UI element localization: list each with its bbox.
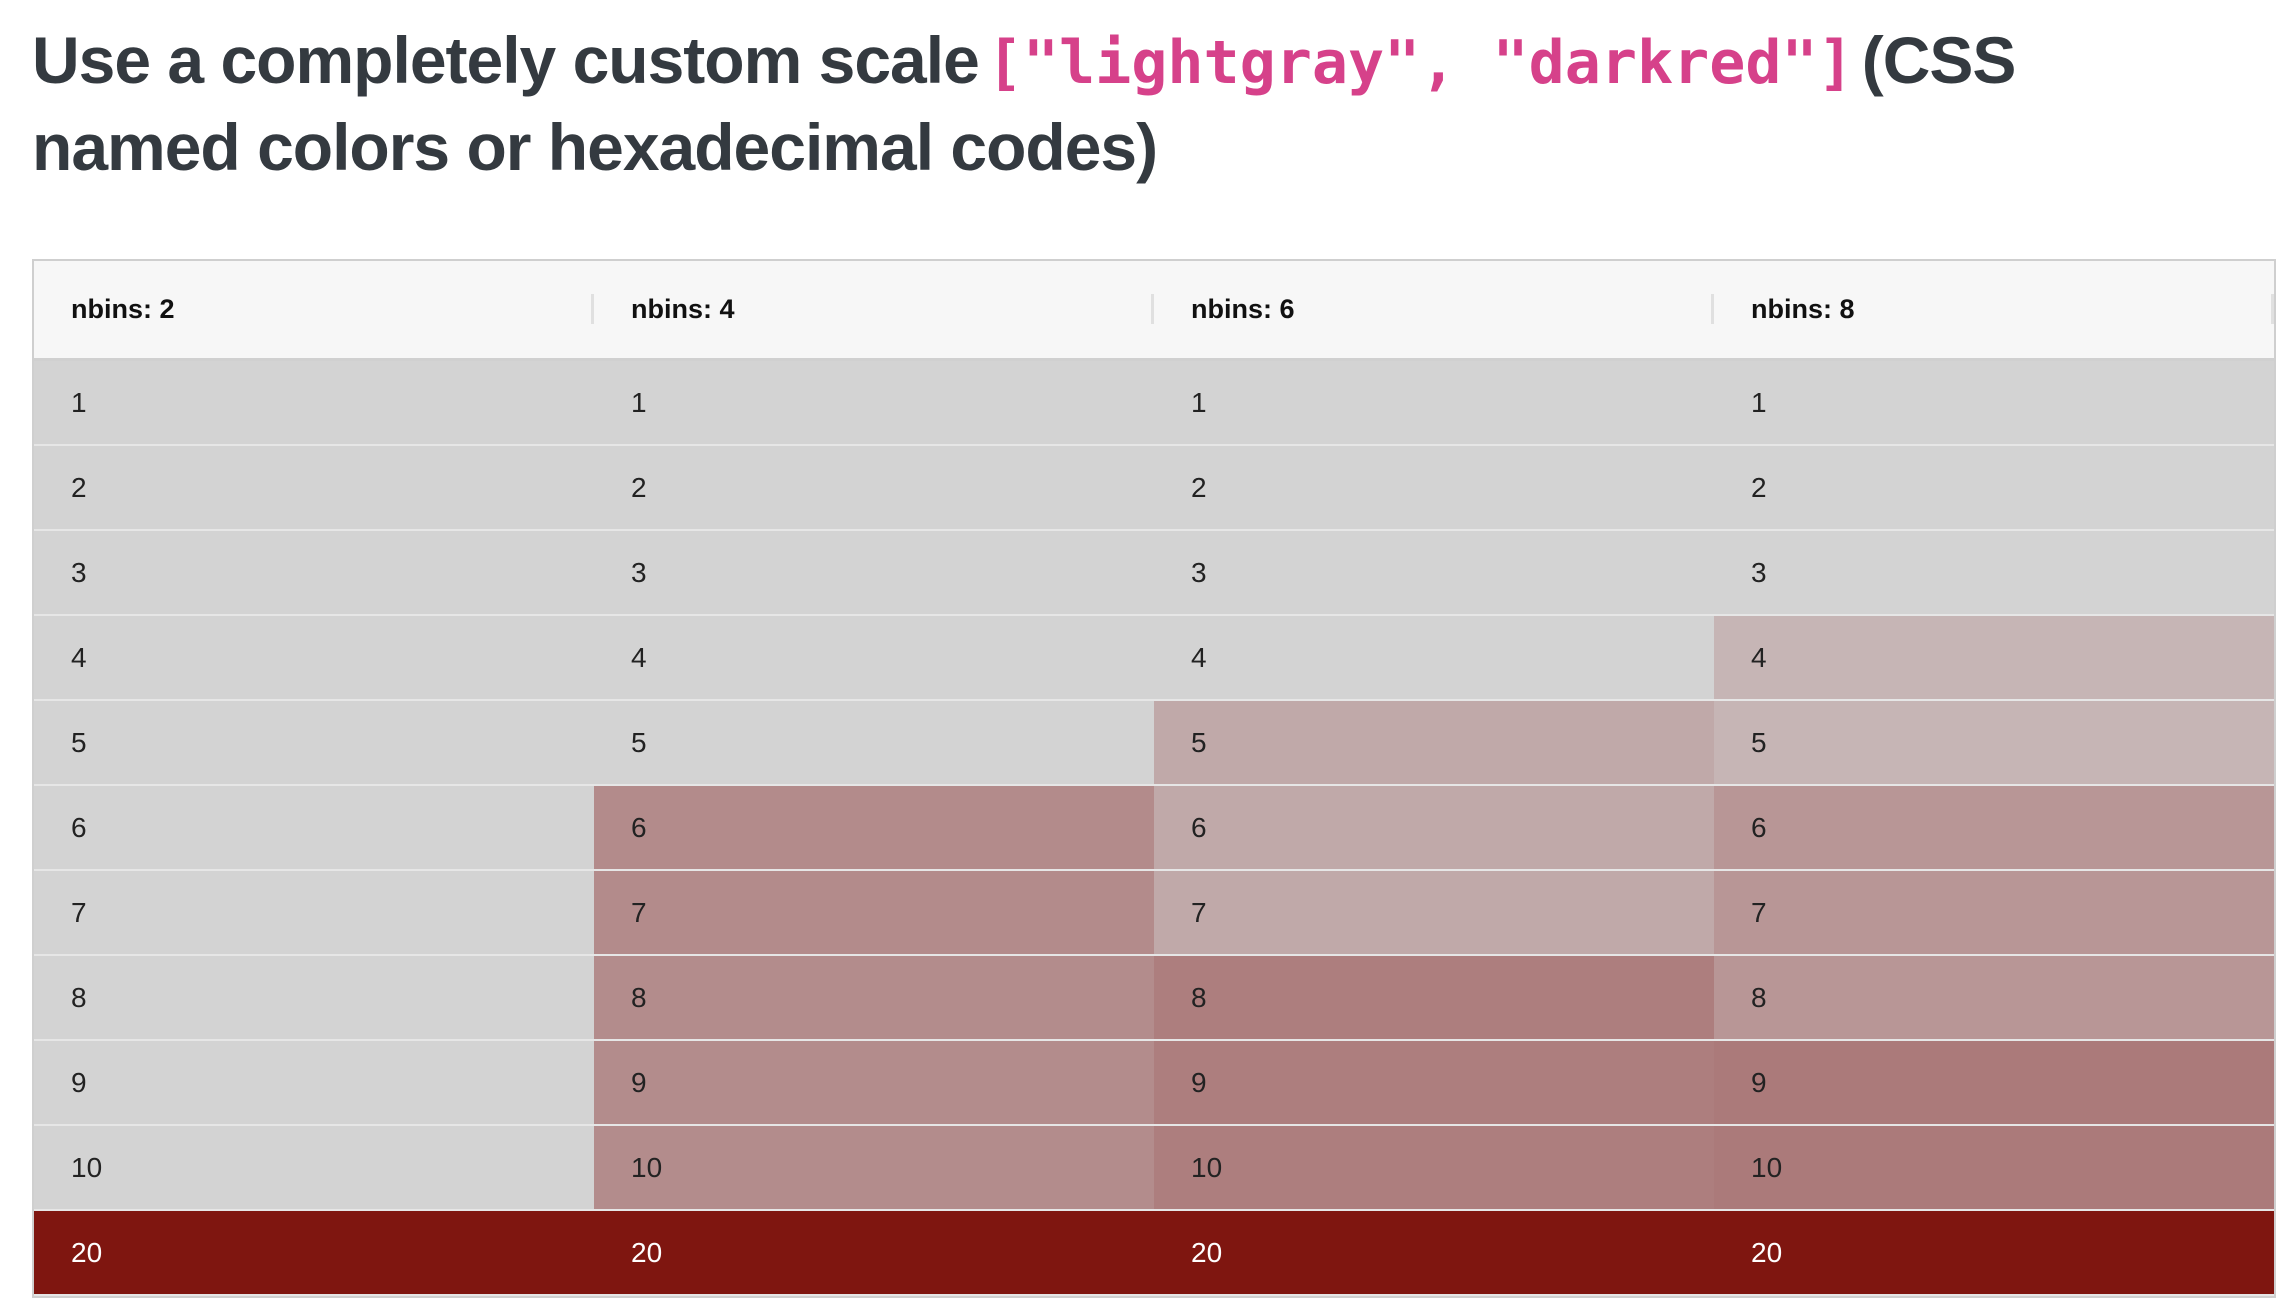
table-cell: 3 bbox=[1154, 530, 1714, 616]
table-cell: 2 bbox=[1714, 445, 2274, 531]
header-row: nbins: 2 nbins: 4 nbins: 6 nbins: 8 bbox=[34, 261, 2274, 361]
table-cell: 5 bbox=[34, 700, 594, 786]
column-header: nbins: 8 bbox=[1714, 261, 2274, 361]
table-cell: 10 bbox=[594, 1125, 1154, 1211]
table-cell: 9 bbox=[1714, 1040, 2274, 1126]
table-cell: 1 bbox=[1714, 359, 2274, 446]
table-cell: 1 bbox=[594, 359, 1154, 446]
table-cell: 10 bbox=[1714, 1125, 2274, 1211]
table-cell: 4 bbox=[1714, 615, 2274, 701]
table-cell: 4 bbox=[594, 615, 1154, 701]
column-header: nbins: 2 bbox=[34, 261, 594, 361]
table-row: 20 20 20 20 bbox=[34, 1210, 2274, 1296]
table-cell: 1 bbox=[34, 359, 594, 446]
column-header: nbins: 6 bbox=[1154, 261, 1714, 361]
table-row: 10 10 10 10 bbox=[34, 1125, 2274, 1211]
table-cell: 3 bbox=[1714, 530, 2274, 616]
table-cell: 8 bbox=[594, 955, 1154, 1041]
table-cell: 6 bbox=[34, 785, 594, 871]
table-cell: 1 bbox=[1154, 359, 1714, 446]
table-cell: 6 bbox=[594, 785, 1154, 871]
table-cell: 20 bbox=[594, 1210, 1154, 1296]
table-head: nbins: 2 nbins: 4 nbins: 6 nbins: 8 bbox=[34, 261, 2274, 361]
table-cell: 4 bbox=[34, 615, 594, 701]
table-body: 1 1 1 1 2 2 2 2 3 3 3 3 4 4 4 4 5 5 5 5 6 6 6 6 7 7 7 7 8 8 8 8 9 9 9 9 10 10… bbox=[34, 359, 2274, 1296]
table-cell: 7 bbox=[34, 870, 594, 956]
title-code: ["lightgray", "darkred"] bbox=[986, 28, 1854, 98]
table-cell: 6 bbox=[1154, 785, 1714, 871]
table-cell: 20 bbox=[1714, 1210, 2274, 1296]
table-cell: 2 bbox=[34, 445, 594, 531]
table-cell: 3 bbox=[34, 530, 594, 616]
table-cell: 2 bbox=[1154, 445, 1714, 531]
table-cell: 3 bbox=[594, 530, 1154, 616]
title-text: Use a completely custom scale bbox=[32, 23, 980, 97]
table-cell: 9 bbox=[594, 1040, 1154, 1126]
table-cell: 5 bbox=[1714, 700, 2274, 786]
table-cell: 4 bbox=[1154, 615, 1714, 701]
table-cell: 8 bbox=[34, 955, 594, 1041]
table-cell: 20 bbox=[34, 1210, 594, 1296]
table-cell: 7 bbox=[1154, 870, 1714, 956]
table-cell: 2 bbox=[594, 445, 1154, 531]
table-cell: 7 bbox=[594, 870, 1154, 956]
table-cell: 8 bbox=[1714, 955, 2274, 1041]
table-cell: 6 bbox=[1714, 785, 2274, 871]
column-header: nbins: 4 bbox=[594, 261, 1154, 361]
table-cell: 9 bbox=[1154, 1040, 1714, 1126]
table-cell: 8 bbox=[1154, 955, 1714, 1041]
table-cell: 5 bbox=[1154, 700, 1714, 786]
table-cell: 10 bbox=[34, 1125, 594, 1211]
table-cell: 20 bbox=[1154, 1210, 1714, 1296]
title: Use a completely custom scale ["lightgray… bbox=[32, 18, 2232, 189]
table-cell: 7 bbox=[1714, 870, 2274, 956]
table-cell: 5 bbox=[594, 700, 1154, 786]
table-cell: 10 bbox=[1154, 1125, 1714, 1211]
title-text: (CSS named colors or hexadecimal codes) bbox=[32, 23, 2016, 184]
table-cell: 9 bbox=[34, 1040, 594, 1126]
